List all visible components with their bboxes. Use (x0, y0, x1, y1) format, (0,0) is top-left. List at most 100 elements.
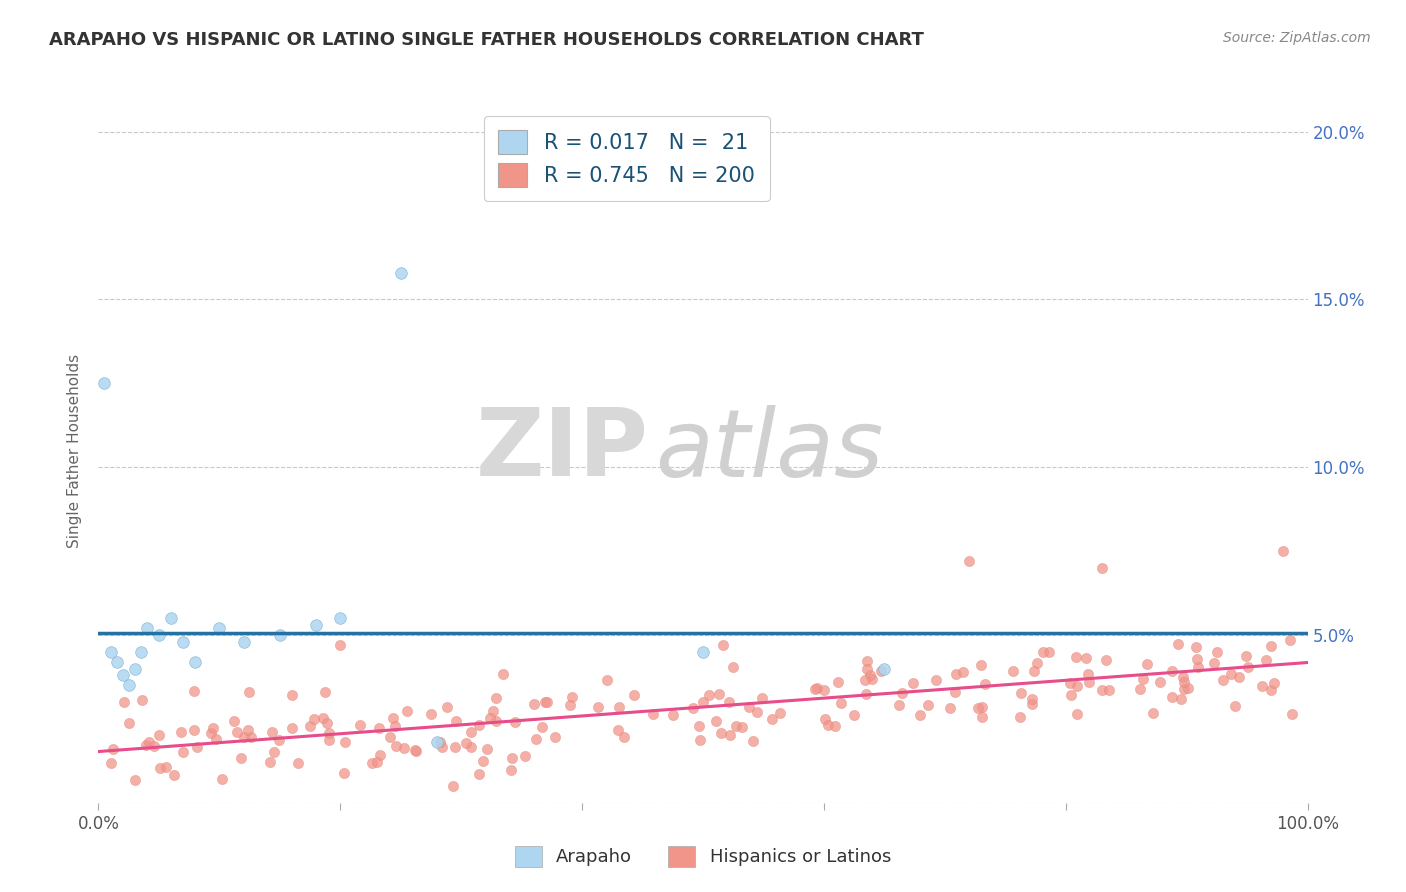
Point (623, 688, 645, 702)
Point (1227, 670, 1250, 684)
Point (1212, 673, 1234, 688)
Point (205, 731, 228, 746)
Point (970, 709, 993, 723)
Point (111, 668, 134, 682)
Legend: Arapaho, Hispanics or Latinos: Arapaho, Hispanics or Latinos (508, 838, 898, 874)
Point (1021, 691, 1043, 706)
Point (1272, 544, 1295, 558)
Point (281, 721, 304, 735)
Point (432, 739, 454, 754)
Point (155, 760, 177, 774)
Point (682, 701, 704, 715)
Point (855, 654, 877, 668)
Point (1002, 664, 1025, 678)
Point (717, 695, 740, 709)
Point (148, 628, 170, 642)
Point (460, 739, 482, 754)
Point (561, 690, 583, 705)
Point (830, 696, 852, 710)
Point (298, 719, 321, 733)
Point (1202, 656, 1225, 670)
Point (707, 687, 730, 701)
Point (969, 658, 991, 673)
Point (368, 747, 391, 762)
Text: Source: ZipAtlas.com: Source: ZipAtlas.com (1223, 31, 1371, 45)
Point (380, 731, 402, 745)
Point (184, 655, 207, 669)
Point (501, 751, 523, 765)
Point (1187, 660, 1209, 674)
Point (1171, 670, 1194, 684)
Point (499, 763, 522, 777)
Point (972, 699, 994, 714)
Point (1234, 649, 1257, 664)
Point (711, 638, 734, 652)
Y-axis label: Single Father Households: Single Father Households (67, 353, 83, 548)
Point (939, 701, 962, 715)
Point (925, 673, 948, 687)
Point (869, 664, 891, 678)
Point (1223, 698, 1246, 713)
Point (643, 706, 665, 721)
Point (1008, 710, 1031, 724)
Point (183, 723, 205, 737)
Point (751, 691, 773, 706)
Point (1059, 676, 1081, 690)
Point (1263, 675, 1285, 690)
Point (1237, 660, 1260, 674)
Point (813, 683, 835, 698)
Point (1038, 645, 1060, 659)
Point (586, 700, 609, 714)
Point (1173, 675, 1195, 690)
Point (229, 751, 252, 765)
Point (208, 621, 231, 635)
Point (142, 739, 165, 754)
Point (1060, 688, 1083, 702)
Point (855, 687, 877, 701)
Point (149, 761, 172, 775)
Point (1077, 667, 1099, 681)
Point (1260, 639, 1282, 653)
Point (1281, 706, 1303, 721)
Point (485, 714, 508, 728)
Point (456, 736, 478, 750)
Point (101, 741, 124, 756)
Point (769, 706, 792, 720)
Point (118, 678, 141, 692)
Point (318, 732, 340, 747)
Point (404, 743, 426, 757)
Point (524, 732, 547, 747)
Point (1185, 640, 1208, 654)
Point (366, 755, 388, 769)
Point (1260, 683, 1282, 698)
Point (536, 695, 558, 709)
Point (709, 726, 731, 740)
Point (360, 756, 382, 770)
Point (1077, 675, 1099, 690)
Point (333, 734, 356, 748)
Point (1090, 683, 1112, 698)
Point (329, 638, 352, 652)
Point (426, 735, 449, 749)
Point (804, 681, 827, 696)
Point (232, 731, 254, 745)
Point (1095, 653, 1118, 667)
Point (724, 719, 747, 733)
Point (332, 766, 354, 780)
Point (943, 684, 966, 698)
Point (491, 667, 513, 681)
Point (394, 740, 416, 755)
Point (259, 755, 281, 769)
Point (860, 672, 883, 686)
Point (238, 723, 260, 738)
Point (1173, 681, 1195, 696)
Point (523, 698, 546, 712)
Point (202, 722, 225, 736)
Point (534, 695, 557, 709)
Point (844, 708, 866, 723)
Point (460, 725, 482, 739)
Point (952, 665, 974, 680)
Point (384, 739, 406, 753)
Point (513, 748, 536, 763)
Point (1032, 645, 1054, 659)
